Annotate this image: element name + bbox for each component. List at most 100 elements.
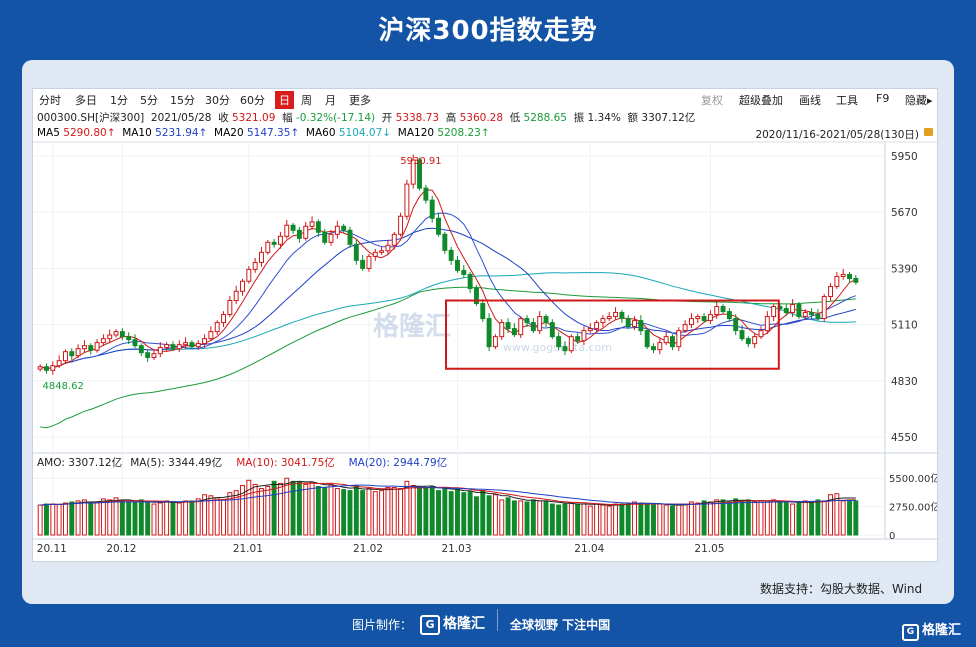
candle-body [733, 318, 739, 332]
lock-icon[interactable] [924, 128, 933, 136]
candle-body [189, 342, 195, 348]
volume-bar [720, 499, 726, 536]
open-label: 开 [381, 112, 393, 124]
candle-body [657, 342, 663, 351]
volume-bar [404, 480, 410, 536]
volume-bar [638, 502, 644, 536]
volume-bar [581, 503, 587, 536]
volume-bar [815, 499, 821, 536]
volume-bar [758, 500, 764, 536]
volume-bar [296, 481, 302, 536]
volume-bar [227, 492, 233, 536]
candle-body [151, 353, 157, 358]
candle-body [265, 241, 271, 253]
volume-bar [613, 503, 619, 536]
candle-body [290, 224, 296, 231]
volume-bar [277, 482, 283, 536]
brand-g-icon: G [420, 615, 440, 635]
volume-legend-item: MA(5): 3344.49亿 [130, 456, 222, 469]
period-multiday[interactable]: 多日 [75, 94, 97, 107]
candle-body [221, 314, 226, 324]
period-15min[interactable]: 15分 [170, 94, 195, 107]
adjust-button[interactable]: 复权 [701, 94, 723, 107]
period-daily[interactable]: 日 [275, 91, 294, 109]
volume-bar [221, 499, 226, 536]
candle-body [436, 217, 441, 235]
candle-body [745, 338, 751, 345]
candle-body [834, 275, 840, 287]
volume-bar [625, 502, 631, 536]
volume-bar [853, 500, 859, 536]
volume-bar [309, 481, 315, 536]
change-label: 幅 [282, 112, 293, 124]
candle-body [783, 308, 789, 314]
candle-body [246, 268, 252, 282]
period-monthly[interactable]: 月 [325, 94, 336, 107]
volume-ma5-line [40, 480, 856, 506]
candlestick-chart[interactable]: 5950 5670 5390 5110 4830 4550 5500.00亿 2750.00亿… [33, 89, 937, 561]
volume-bar [733, 498, 739, 536]
candle-body [524, 318, 530, 324]
period-intraday[interactable]: 分时 [39, 94, 61, 107]
date-range: 2020/11/16-2021/05/28(130日) [755, 129, 919, 141]
volume-bar [56, 504, 62, 536]
candle-body [334, 225, 340, 235]
volume-tick-label: 0 [889, 531, 895, 542]
period-5min[interactable]: 5分 [140, 94, 158, 107]
f9-button[interactable]: F9 [876, 92, 890, 105]
candle-body [815, 314, 821, 320]
period-more[interactable]: 更多 [349, 94, 371, 107]
volume-bar [834, 493, 840, 536]
candle-body [701, 316, 707, 322]
price-tick-label: 5670 [891, 207, 918, 219]
volume-bar [170, 501, 176, 536]
volume-bar [233, 490, 239, 536]
candle-body [568, 336, 574, 352]
watermark-brand: 格隆汇 [373, 311, 451, 342]
candle-body [499, 322, 505, 338]
highlight-box [445, 299, 780, 370]
candle-body [233, 290, 239, 302]
volume-bar [37, 504, 43, 536]
candle-body [467, 273, 473, 289]
volume-bar [707, 501, 713, 536]
period-60min[interactable]: 60分 [240, 94, 265, 107]
candle-body [366, 255, 372, 269]
volume-bar [195, 498, 201, 536]
candle-body [37, 366, 43, 370]
ma10-label: MA10 [122, 127, 152, 139]
candle-body [208, 331, 214, 340]
candle-body [720, 306, 726, 313]
candle-body [853, 277, 859, 283]
close-label: 收 [218, 112, 229, 124]
price-tick-label: 4550 [891, 432, 918, 444]
candle-body [183, 342, 189, 346]
volume-bar [189, 500, 195, 536]
candle-body [619, 312, 625, 320]
ma20-line [40, 227, 856, 370]
open-value: 5338.73 [395, 112, 440, 124]
volume-bar [828, 494, 834, 536]
candle-body [44, 366, 49, 371]
volume-bar [417, 488, 423, 536]
candle-body [821, 296, 827, 320]
candle-body [164, 344, 170, 348]
draw-line-button[interactable]: 画线 [799, 94, 821, 107]
candle-body [417, 159, 423, 189]
candle-body [107, 334, 113, 340]
volume-bar [492, 494, 498, 536]
candle-body [809, 312, 815, 316]
volume-bar [752, 501, 758, 536]
hide-button[interactable]: 隐藏▸ [905, 92, 933, 108]
volume-bar [688, 501, 694, 536]
volume-bar [587, 505, 593, 536]
period-weekly[interactable]: 周 [301, 94, 312, 107]
volume-bar [524, 501, 530, 536]
volume-bar [840, 500, 846, 536]
super-overlay-button[interactable]: 超级叠加 [739, 94, 783, 107]
tools-button[interactable]: 工具 [836, 94, 858, 107]
candle-body [695, 316, 701, 320]
period-30min[interactable]: 30分 [205, 94, 230, 107]
period-1min[interactable]: 1分 [110, 94, 128, 107]
corner-brand: 格隆汇 [922, 623, 962, 638]
